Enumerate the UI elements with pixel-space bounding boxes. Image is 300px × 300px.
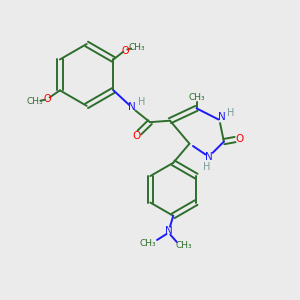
Text: H: H — [227, 108, 235, 118]
Text: N: N — [165, 226, 173, 236]
Text: O: O — [235, 134, 243, 144]
Text: N: N — [205, 152, 212, 162]
Text: O: O — [43, 94, 51, 103]
Text: CH₃: CH₃ — [140, 239, 157, 248]
Text: CH₃: CH₃ — [189, 93, 206, 102]
Text: CH₃: CH₃ — [129, 43, 145, 52]
Text: H: H — [138, 97, 145, 107]
Text: CH₃: CH₃ — [26, 97, 43, 106]
Text: O: O — [132, 131, 140, 141]
Text: CH₃: CH₃ — [176, 241, 192, 250]
Text: O: O — [122, 46, 129, 56]
Text: H: H — [202, 162, 210, 172]
Text: N: N — [128, 103, 136, 112]
Text: N: N — [218, 112, 226, 122]
